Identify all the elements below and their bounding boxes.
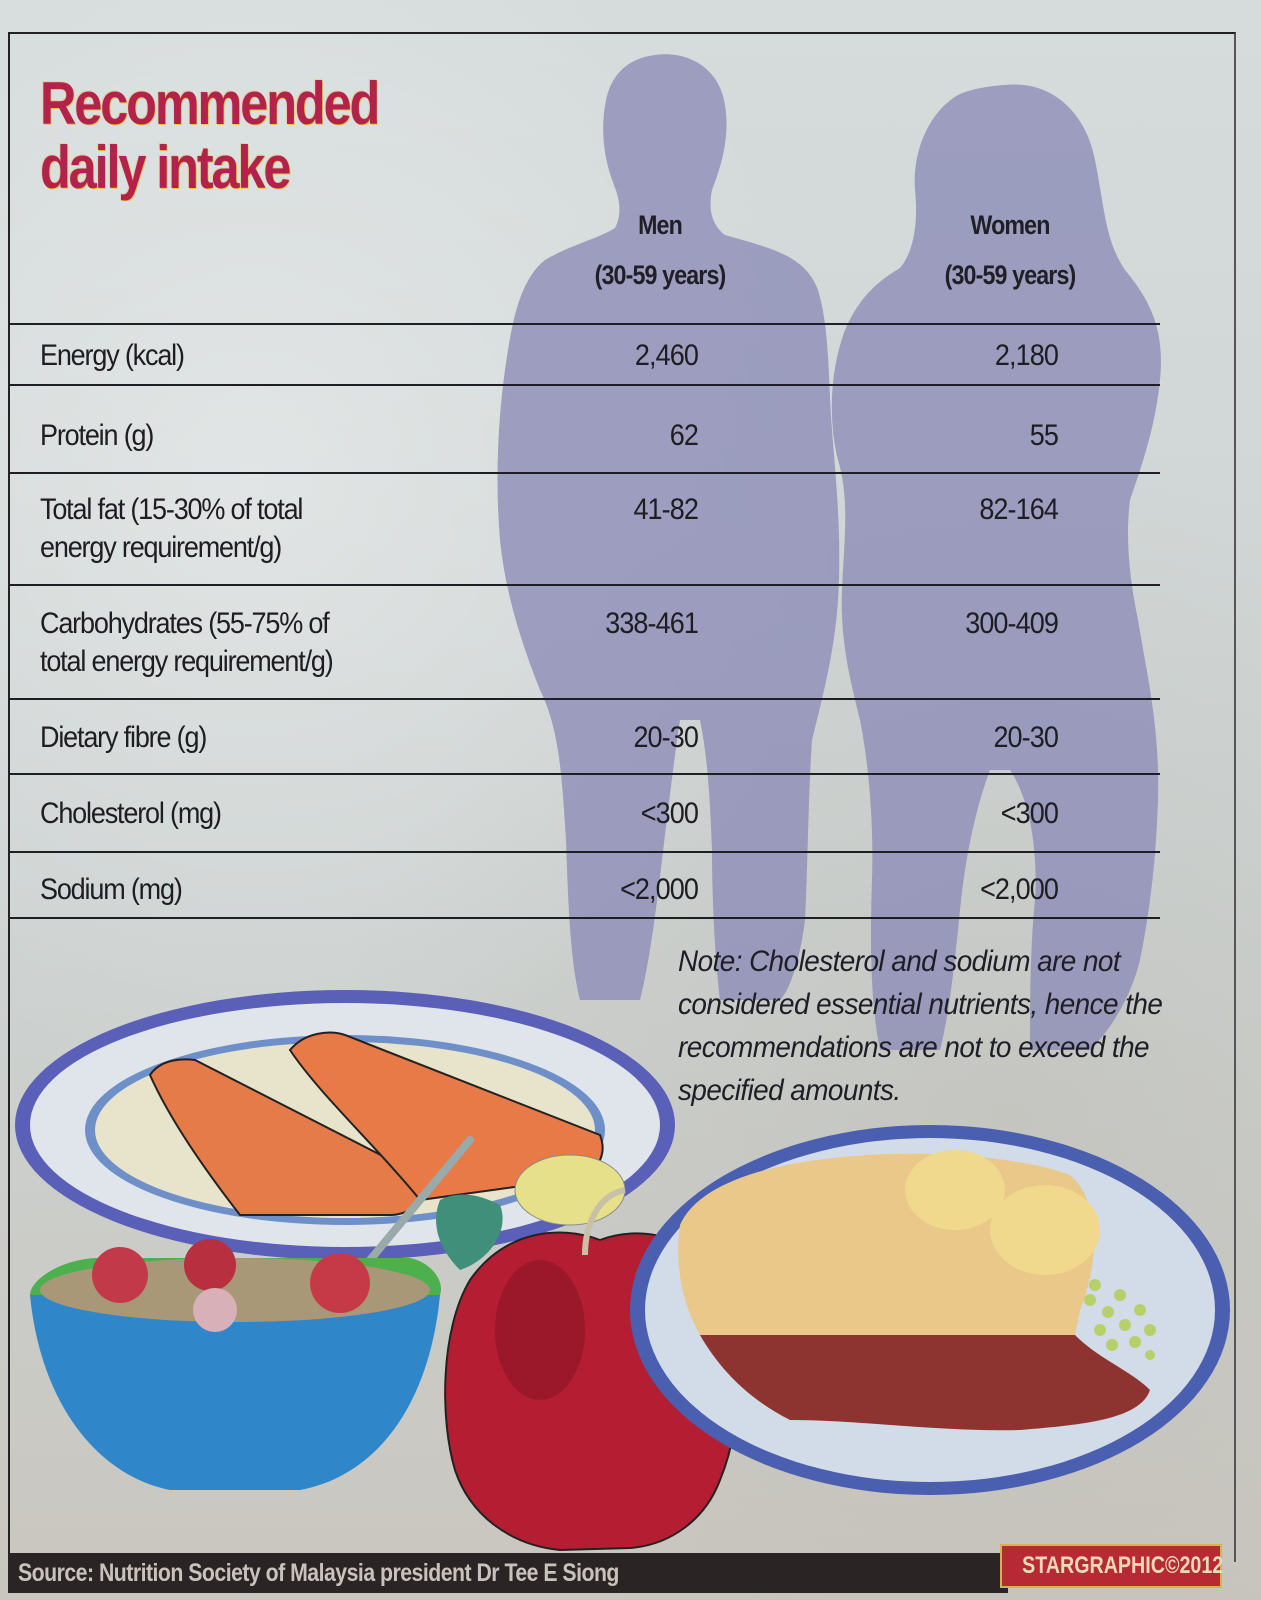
men-value: 20-30 (633, 721, 698, 754)
row-label: Cholesterol (mg) (40, 797, 222, 830)
note-text: Note: Cholesterol and sodium are not con… (678, 945, 1163, 1107)
row-label: Carbohydrates (55-75% of (40, 607, 330, 640)
row-label: Total fat (15-30% of total (40, 493, 303, 526)
table-rule (10, 323, 1160, 325)
row-label-cont: energy requirement/g) (40, 531, 282, 564)
source-text: Source: Nutrition Society of Malaysia pr… (18, 1559, 619, 1587)
column-header-women: Women (30-59 years) (911, 200, 1109, 300)
men-value: <2,000 (620, 873, 699, 906)
column-men-label: Men (638, 210, 683, 240)
row-label: Sodium (mg) (40, 873, 183, 906)
women-value: 20-30 (993, 721, 1058, 754)
women-value: <2,000 (980, 873, 1059, 906)
men-value: 41-82 (633, 493, 698, 526)
women-value: 300-409 (965, 607, 1059, 640)
row-label: Energy (kcal) (40, 339, 185, 372)
row-label-cont: total energy requirement/g) (40, 645, 334, 678)
table-rule (10, 773, 1160, 775)
row-label: Dietary fibre (g) (40, 721, 207, 754)
men-value: 2,460 (634, 339, 699, 372)
women-value: 2,180 (994, 339, 1059, 372)
table-rule (10, 851, 1160, 853)
men-value: 338-461 (605, 607, 699, 640)
title-line-1: Recommended (40, 70, 380, 137)
source-bar: Source: Nutrition Society of Malaysia pr… (8, 1553, 1008, 1593)
men-value: 62 (669, 419, 699, 452)
column-women-age: (30-59 years) (944, 260, 1077, 290)
stargraphic-credit: STARGRAPHIC©2012 (1000, 1544, 1224, 1588)
infographic-frame (8, 32, 1236, 1562)
women-value: 82-164 (979, 493, 1059, 526)
credit-text: STARGRAPHIC©2012 (1022, 1552, 1224, 1579)
table-rule (10, 384, 1160, 386)
column-header-men: Men (30-59 years) (561, 200, 759, 300)
women-value: 55 (1029, 419, 1059, 452)
page-title: Recommended daily intake (40, 70, 380, 201)
column-men-age: (30-59 years) (594, 260, 727, 290)
table-rule (10, 917, 1160, 919)
women-value: <300 (1000, 797, 1059, 830)
table-rule (10, 584, 1160, 586)
title-line-2: daily intake (40, 134, 291, 201)
table-rule (10, 698, 1160, 700)
men-value: <300 (640, 797, 699, 830)
row-label: Protein (g) (40, 419, 154, 452)
table-rule (10, 472, 1160, 474)
column-women-label: Women (970, 210, 1050, 240)
